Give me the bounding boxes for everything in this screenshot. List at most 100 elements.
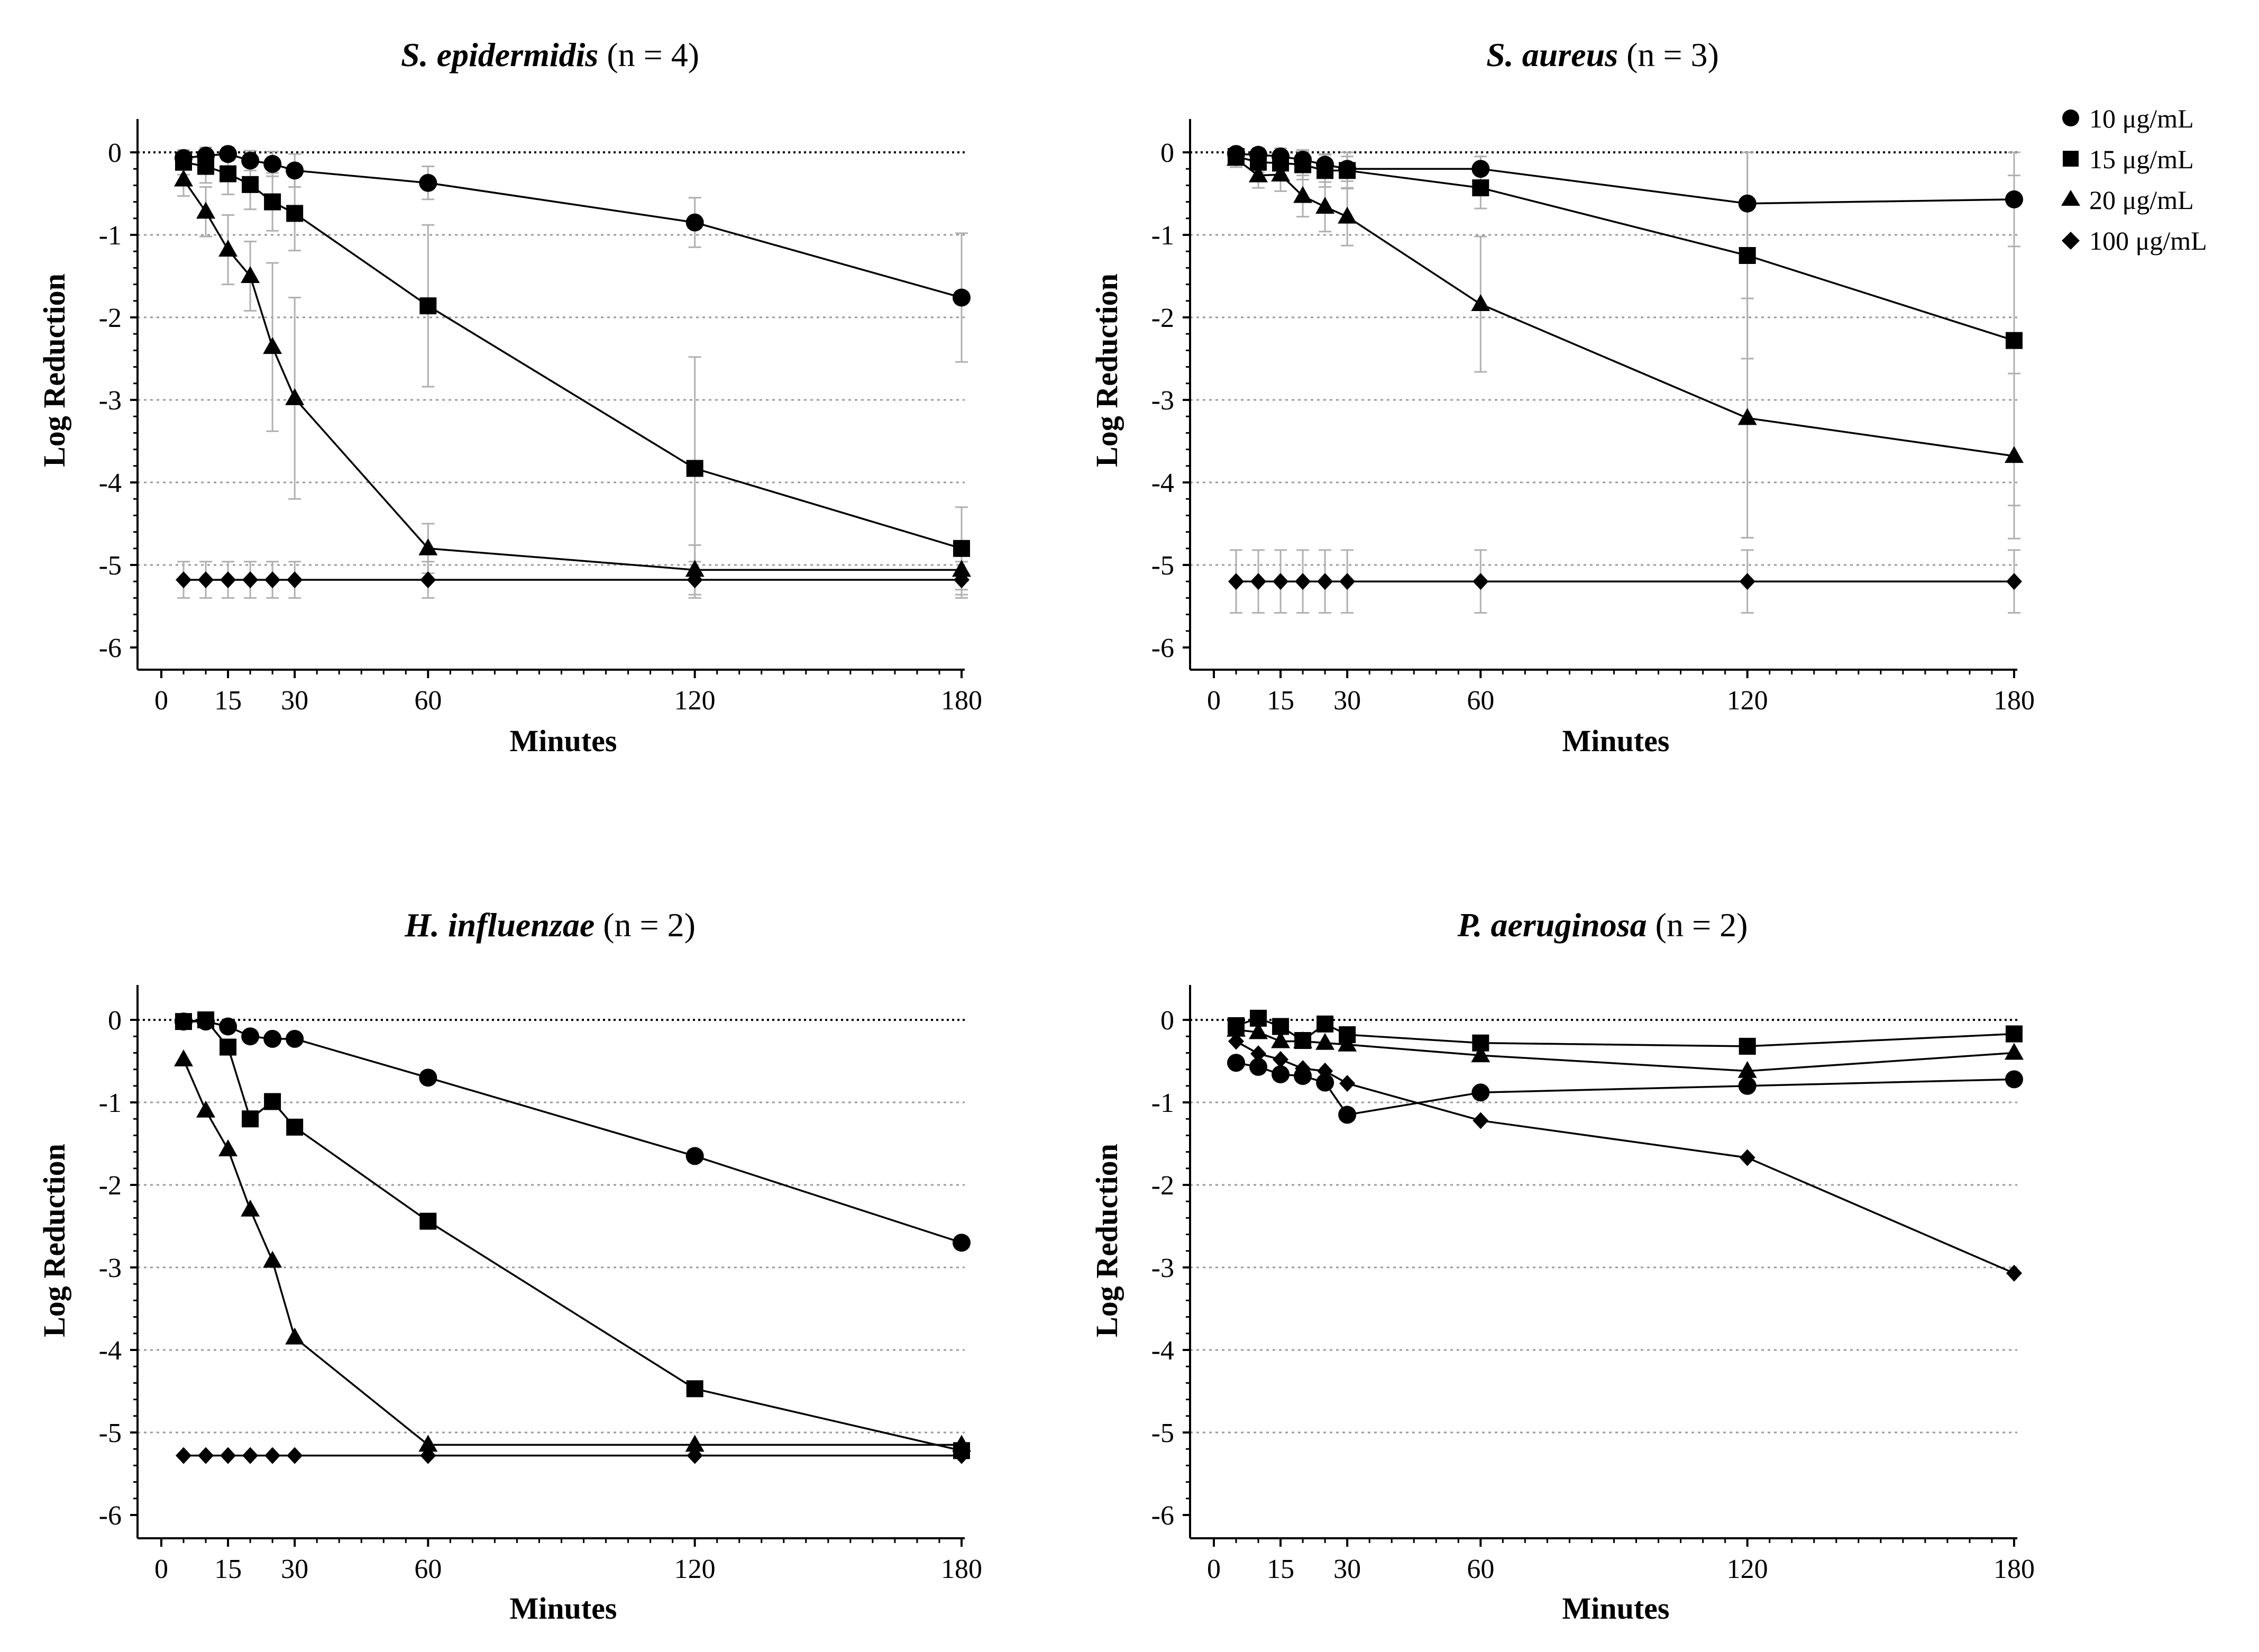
series-line-diamond — [1236, 1041, 2015, 1274]
data-point-diamond — [1473, 573, 1489, 590]
data-point-square — [175, 1013, 193, 1030]
data-point-square — [1739, 1037, 1756, 1055]
x-tick-label: 15 — [1267, 686, 1294, 716]
data-point-circle — [2005, 190, 2023, 208]
data-point-diamond — [176, 1447, 192, 1464]
y-tick-label: -4 — [99, 468, 122, 498]
data-point-triangle — [1293, 186, 1313, 203]
y-tick-label: -2 — [99, 1171, 122, 1201]
panel-p-aeruginosa: P. aeruginosa (n = 2) 0 -1 -2 -3 -4 -5 -6 0 15 30 6… — [1090, 906, 2035, 1626]
data-point-triangle — [2005, 446, 2024, 463]
series-line-square — [183, 1019, 962, 1452]
panel-title: S. epidermidis (n = 4) — [401, 36, 699, 74]
data-point-circle — [1738, 1076, 1757, 1095]
x-tick-label: 60 — [1467, 1554, 1494, 1584]
data-point-diamond — [1473, 1112, 1489, 1129]
data-point-square — [1472, 179, 1489, 197]
x-axis-label: Minutes — [510, 1591, 617, 1626]
plot-area: 0 -1 -2 -3 -4 -5 -6 0 15 30 60 120 180 — [1151, 119, 2035, 716]
panel-s-aureus: S. aureus (n = 3) 0 -1 -2 -3 -4 -5 -6 0 15 30 60 120… — [1090, 36, 2035, 758]
data-point-triangle — [1737, 1061, 1757, 1078]
y-axis-label: Log Reduction — [1090, 1144, 1124, 1337]
data-point-diamond — [198, 571, 214, 589]
y-tick-label: -3 — [1151, 386, 1174, 416]
legend-item-15: 15 μg/mL — [2063, 144, 2194, 174]
y-tick-label: -4 — [99, 1336, 122, 1366]
data-point-triangle — [418, 538, 438, 555]
x-tick-label: 15 — [214, 1554, 242, 1584]
data-point-diamond — [1739, 573, 1755, 590]
panel-title-n: (n = 2) — [603, 906, 696, 944]
y-tick-label: -2 — [99, 303, 122, 333]
x-tick-label: 0 — [154, 686, 168, 716]
data-point-diamond — [1228, 1033, 1245, 1050]
panel-title-species: S. epidermidis — [401, 36, 598, 74]
y-tick-label: -6 — [99, 633, 122, 663]
y-tick-label: 0 — [108, 1006, 122, 1036]
data-point-square — [953, 540, 970, 557]
x-tick-label: 60 — [1467, 686, 1494, 716]
data-point-square — [264, 1093, 281, 1110]
data-point-diamond — [242, 571, 259, 589]
data-point-square — [1294, 156, 1312, 174]
data-point-square — [220, 165, 237, 182]
panel-title: P. aeruginosa (n = 2) — [1457, 906, 1748, 944]
legend: 10 μg/mL 15 μg/mL 20 μg/mL 100 μg/mL — [2061, 104, 2207, 255]
data-point-triangle — [685, 1435, 705, 1452]
data-point-circle — [1738, 194, 1757, 213]
data-point-diamond — [264, 1447, 281, 1464]
y-axis-label: Log Reduction — [1090, 273, 1124, 467]
data-point-diamond — [1228, 573, 1245, 590]
data-point-diamond — [1250, 573, 1267, 590]
data-point-diamond — [176, 571, 192, 589]
y-tick-label: -4 — [1151, 1336, 1174, 1366]
y-tick-label: -4 — [1151, 468, 1174, 498]
data-point-diamond — [1339, 573, 1356, 590]
data-point-triangle — [1249, 165, 1268, 182]
data-point-square — [686, 460, 703, 477]
y-tick-label: -5 — [99, 551, 122, 581]
data-point-circle — [219, 145, 237, 163]
x-axis-label: Minutes — [510, 724, 617, 758]
legend-label: 100 μg/mL — [2089, 226, 2207, 255]
x-tick-label: 15 — [214, 686, 242, 716]
legend-marker-circle — [2062, 109, 2079, 126]
legend-marker-square — [2063, 151, 2079, 167]
data-point-triangle — [285, 388, 305, 405]
data-point-circle — [1338, 1106, 1357, 1124]
data-point-diamond — [242, 1447, 259, 1464]
data-point-square — [264, 193, 281, 211]
x-axis-label: Minutes — [1562, 724, 1670, 758]
x-tick-label: 15 — [1267, 1554, 1294, 1584]
data-point-triangle — [1227, 149, 1246, 166]
x-tick-label: 0 — [1207, 1554, 1221, 1584]
data-point-triangle — [1315, 196, 1335, 214]
y-axis-label: Log Reduction — [37, 1144, 71, 1337]
data-point-circle — [685, 1147, 704, 1165]
data-point-diamond — [1273, 573, 1289, 590]
series-line-triangle — [182, 1059, 962, 1446]
panel-title-species: S. aureus — [1486, 36, 1618, 74]
data-point-circle — [1227, 1054, 1246, 1072]
y-tick-label: -2 — [1151, 303, 1174, 333]
data-point-diamond — [420, 571, 436, 589]
plot-area: 0 -1 -2 -3 -4 -5 -6 0 15 30 60 120 180 — [1151, 985, 2035, 1584]
data-point-triangle — [241, 266, 260, 283]
data-point-circle — [419, 174, 437, 192]
data-point-diamond — [1250, 1045, 1267, 1062]
y-tick-label: -1 — [1151, 221, 1174, 251]
data-point-diamond — [1295, 1060, 1311, 1078]
data-point-triangle — [263, 1251, 282, 1268]
data-point-diamond — [2006, 1264, 2022, 1282]
data-point-circle — [953, 1234, 971, 1252]
plot-area: 0 -1 -2 -3 -4 -5 -6 0 15 30 60 120 180 — [99, 985, 982, 1584]
data-point-triangle — [218, 240, 238, 257]
y-tick-label: 0 — [1160, 1006, 1174, 1036]
data-point-triangle — [952, 560, 971, 577]
data-point-square — [197, 158, 215, 175]
panel-title: S. aureus (n = 3) — [1486, 36, 1719, 74]
y-tick-label: -5 — [99, 1418, 122, 1448]
x-tick-label: 0 — [1207, 686, 1221, 716]
data-point-triangle — [241, 1199, 260, 1217]
y-tick-label: -1 — [1151, 1088, 1174, 1118]
